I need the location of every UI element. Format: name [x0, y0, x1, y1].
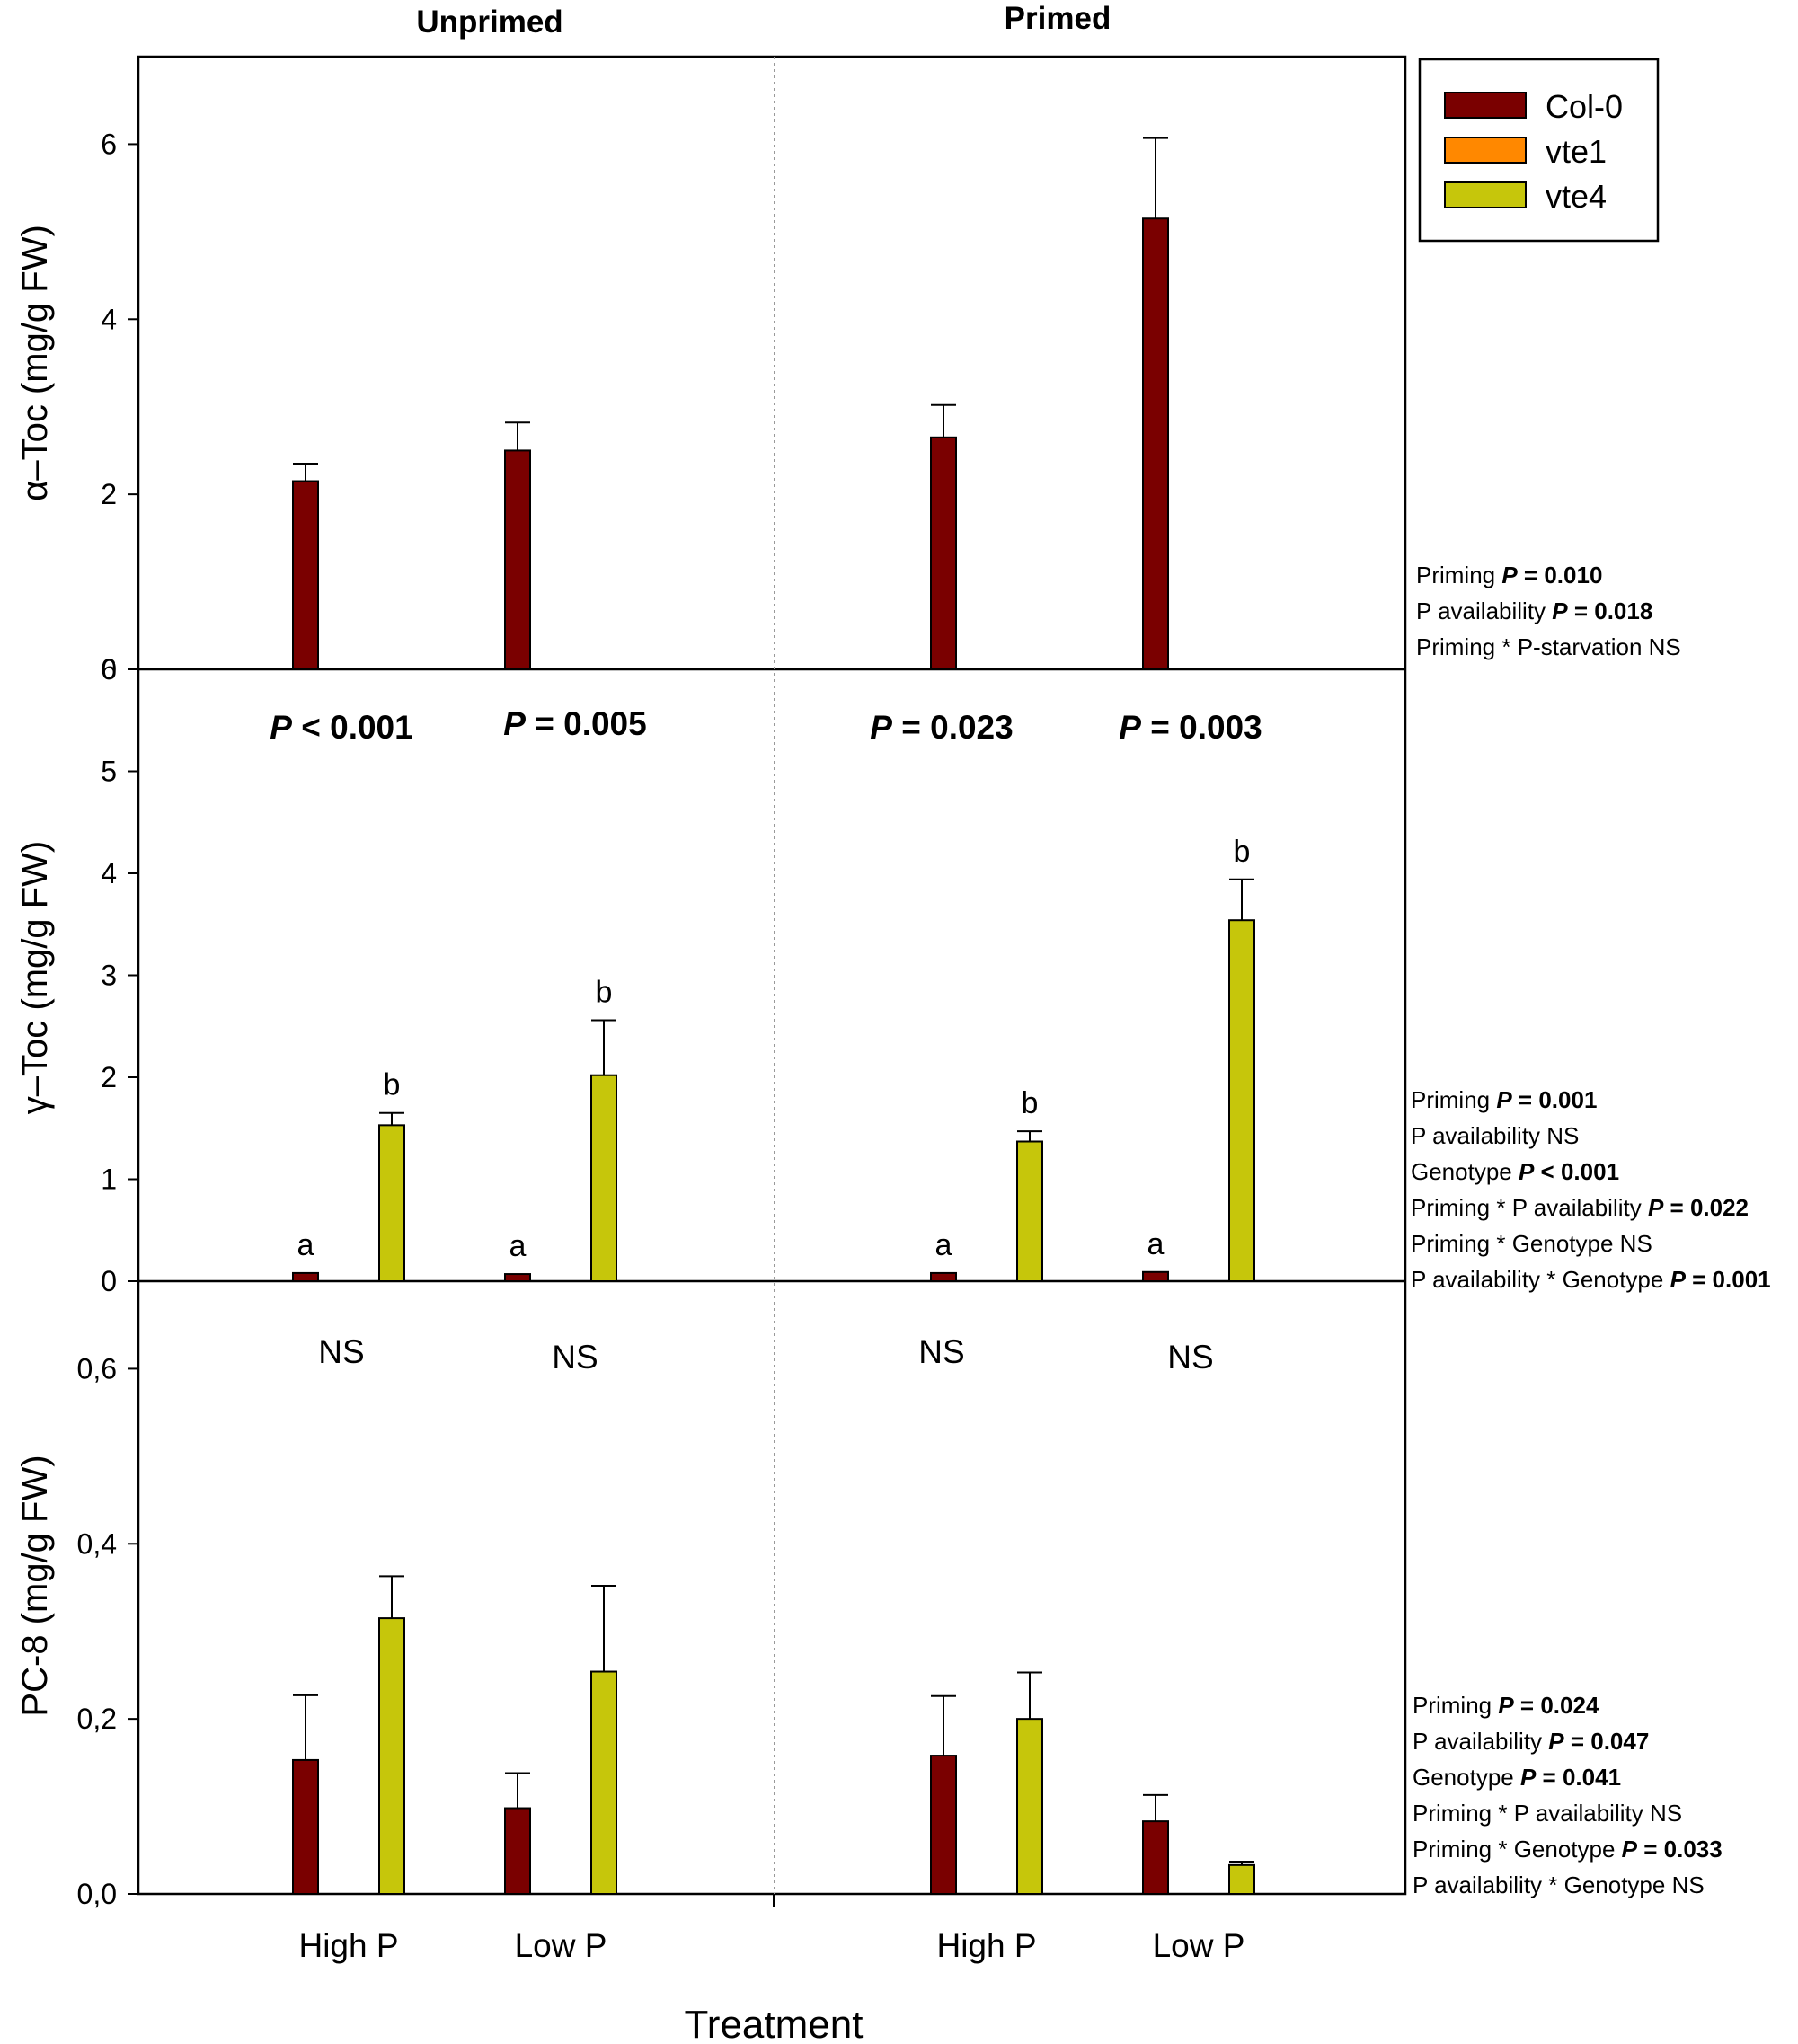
y-tick-label: 3: [101, 960, 117, 992]
significance-letter: a: [935, 1228, 952, 1262]
x-tick-label: High P: [936, 1927, 1036, 1964]
bar-col0-2: [504, 1273, 531, 1283]
stat-line: Genotype P = 0.041: [1413, 1764, 1621, 1791]
stat-line: Genotype P < 0.001: [1411, 1158, 1619, 1185]
y-axis-label: γ–Toc (mg/g FW): [15, 841, 55, 1114]
significance-letter: b: [1022, 1086, 1039, 1120]
significance-letter: a: [1147, 1227, 1165, 1261]
y-tick-label: 4: [101, 303, 117, 335]
bar-vte4-3: [1016, 1718, 1043, 1895]
legend: Col-0 vte1 vte4: [1418, 58, 1660, 243]
stat-line: Priming * Genotype P = 0.033: [1413, 1836, 1723, 1863]
group-p-value: P < 0.001: [270, 709, 412, 746]
y-tick-label: 0,4: [77, 1527, 117, 1560]
bar-col0-2: [504, 1807, 531, 1896]
y-tick-label: 0,6: [77, 1352, 117, 1385]
x-tick-label: Low P: [515, 1927, 607, 1964]
bar-vte4-1: [378, 1617, 405, 1895]
y-tick-label: 6: [101, 653, 117, 686]
stat-line: P availability * Genotype NS: [1413, 1871, 1705, 1898]
significance-letter: b: [596, 975, 613, 1009]
x-axis-label: Treatment: [685, 2003, 864, 2044]
bar-vte4-3: [1016, 1140, 1043, 1282]
stat-line: Priming * P-starvation NS: [1416, 633, 1681, 660]
stat-line: Priming P = 0.010: [1416, 562, 1602, 588]
y-axis-ticks: 0,0 0,2 0,4 0,6: [77, 1352, 138, 1910]
legend-swatch-vte4: [1444, 181, 1527, 208]
group-p-value: NS: [318, 1333, 364, 1370]
y-tick-label: 0: [101, 653, 117, 686]
stat-line: Priming P = 0.001: [1411, 1086, 1597, 1113]
y-tick-label: 0,0: [77, 1878, 117, 1910]
bar-col0-4: [1142, 1820, 1169, 1895]
y-tick-label: 0: [101, 1265, 117, 1297]
group-p-value: P = 0.023: [870, 709, 1013, 746]
bar-vte4-1: [378, 1124, 405, 1282]
stat-line: P availability * Genotype P = 0.001: [1411, 1266, 1771, 1293]
stat-line: P availability NS: [1411, 1122, 1579, 1149]
bar-vte4-2: [590, 1670, 617, 1895]
legend-label-vte1: vte1: [1546, 133, 1607, 170]
bar-series: [292, 878, 1255, 1283]
bar-col0-4: [1142, 1270, 1169, 1283]
group-p-value: NS: [1167, 1339, 1213, 1376]
bar-col0-1: [292, 1271, 319, 1283]
bar-series: [292, 1575, 1255, 1896]
y-axis-label: PC-8 (mg/g FW): [15, 1455, 55, 1716]
bar-col0-2: [504, 449, 531, 670]
stat-line: Priming * Genotype NS: [1411, 1230, 1652, 1257]
bar-col0-1: [292, 480, 319, 670]
stat-line: Priming * P availability P = 0.022: [1411, 1194, 1749, 1221]
panel-pc8: PC-8 (mg/g FW) 0,0 0,2 0,4 0,6 NS NS NS NS Pri…: [15, 1333, 1723, 1910]
x-tick-label: High P: [298, 1927, 398, 1964]
y-tick-label: 0,2: [77, 1703, 117, 1735]
bar-vte4-4: [1228, 919, 1255, 1282]
column-header-unprimed: Unprimed: [416, 4, 562, 40]
panel-gamma-toc: γ–Toc (mg/g FW) 0 1 2 3 4 5 6 a a a a b b b b P < 0.00…: [15, 653, 1771, 1297]
bar-col0-3: [930, 1755, 957, 1896]
x-tick-label: Low P: [1153, 1927, 1245, 1964]
group-p-value: NS: [552, 1339, 598, 1376]
bar-col0-3: [930, 1271, 957, 1283]
significance-labels: a a a a b b b b P < 0.001 P = 0.005 P = 0.023 P = 0…: [270, 705, 1262, 1263]
group-p-value: P = 0.003: [1119, 709, 1262, 746]
significance-letter: b: [384, 1068, 401, 1102]
bar-series: [292, 137, 1169, 670]
significance-letter: b: [1234, 835, 1251, 869]
bar-vte4-4: [1228, 1863, 1255, 1896]
y-axis-ticks: 0 1 2 3 4 5 6: [101, 653, 138, 1297]
y-tick-label: 2: [101, 1061, 117, 1093]
significance-labels: NS NS NS NS: [318, 1333, 1213, 1376]
bar-col0-4: [1142, 217, 1169, 670]
bar-col0-1: [292, 1758, 319, 1896]
legend-label-vte4: vte4: [1546, 178, 1607, 215]
significance-letter: a: [509, 1229, 527, 1263]
column-header-primed: Primed: [1005, 1, 1112, 36]
legend-label-col0: Col-0: [1546, 88, 1623, 125]
y-tick-label: 4: [101, 857, 117, 889]
legend-swatch-col0: [1444, 92, 1527, 119]
bar-vte4-2: [590, 1074, 617, 1282]
legend-swatch-vte1: [1444, 137, 1527, 164]
stat-line: P availability P = 0.018: [1416, 597, 1652, 624]
significance-letter: a: [297, 1228, 314, 1262]
y-axis-label: α–Toc (mg/g FW): [15, 225, 55, 501]
bar-col0-3: [930, 436, 957, 670]
stat-line: Priming * P availability NS: [1413, 1800, 1682, 1827]
stat-line: Priming P = 0.024: [1413, 1692, 1599, 1719]
y-tick-label: 5: [101, 756, 117, 788]
group-p-value: P = 0.005: [503, 705, 646, 742]
stat-line: P availability P = 0.047: [1413, 1728, 1649, 1755]
y-tick-label: 6: [101, 128, 117, 160]
y-tick-label: 1: [101, 1164, 117, 1196]
y-tick-label: 2: [101, 478, 117, 510]
group-p-value: NS: [918, 1333, 964, 1370]
